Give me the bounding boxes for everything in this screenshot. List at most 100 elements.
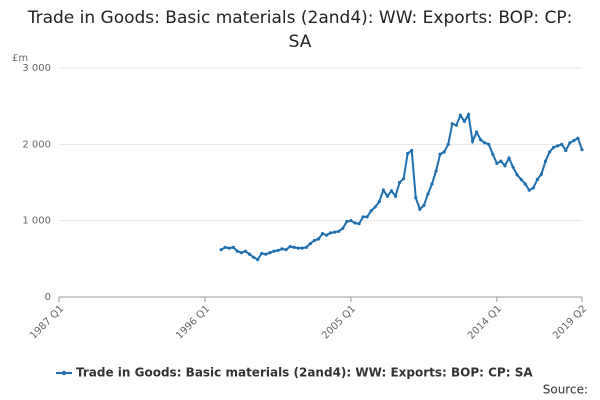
point [385,194,389,198]
point [349,219,353,223]
point [547,150,552,154]
point [223,245,227,249]
point [543,159,548,163]
legend-marker [61,370,67,376]
point [381,188,385,192]
point [479,138,483,142]
point [284,248,288,252]
source: Source: [543,383,588,397]
point [243,249,248,253]
x-tick-label: 2014 Q1 [466,303,504,341]
point [430,182,434,186]
point [247,252,252,256]
point [235,249,239,253]
legend-label: Trade in Goods: Basic materials (2and4):… [76,366,533,380]
point [361,215,365,219]
point [523,182,527,186]
point [483,141,487,145]
point [341,226,345,230]
point [410,148,414,153]
point [280,247,284,251]
point [474,130,479,134]
point [333,230,337,234]
point [580,148,584,152]
point [329,231,333,235]
point [264,252,268,256]
point [397,180,402,185]
x-tick-label: 1987 Q1 [28,303,66,341]
point [377,199,381,204]
y-unit: £m [12,53,28,64]
point [434,169,438,173]
point [308,241,312,246]
y-tick-label: 2 000 [22,139,51,150]
point [515,173,519,177]
point [442,150,446,154]
point [572,138,576,143]
point [316,237,321,241]
point [470,139,475,143]
point [552,145,556,149]
point [296,246,300,250]
point [450,122,454,126]
point [418,207,422,211]
point [260,251,264,256]
point [458,113,462,117]
point [422,203,426,207]
point [406,151,410,156]
point [414,196,418,200]
point [345,219,349,224]
point [462,119,467,124]
y-tick-label: 0 [45,292,51,303]
point [438,152,442,156]
point [511,165,515,169]
point [446,142,450,146]
point [402,177,406,181]
line [220,111,583,261]
point [357,222,361,226]
chart-title: Trade in Goods: Basic materials (2and4):… [27,8,573,52]
point [324,233,329,237]
point [539,172,544,176]
point [219,248,223,252]
x-tick-label: 2019 Q2 [551,303,589,341]
point [239,251,244,255]
point [491,152,495,156]
y-tick-label: 1 000 [22,216,51,227]
point [454,123,458,127]
point [304,245,308,249]
point [227,246,231,250]
point [231,245,235,249]
point [393,194,398,198]
point [507,156,511,160]
point [466,112,471,117]
x-tick-label: 1996 Q1 [174,303,212,341]
y-tick-label: 3 000 [22,63,51,74]
point [426,192,430,196]
point [256,257,260,262]
x-tick-label: 2005 Q1 [320,303,358,341]
point [300,246,304,250]
point [312,238,317,243]
point [503,164,507,168]
point [288,245,292,249]
point [556,144,560,148]
point [276,248,280,253]
point [499,159,503,163]
point [389,189,394,193]
point [527,188,531,192]
point [320,232,325,236]
point [487,142,491,146]
point [564,148,568,153]
point [272,249,276,253]
point [568,141,572,145]
point [365,215,369,219]
point [535,177,540,182]
point [369,209,373,213]
point [576,136,580,140]
point [353,221,357,225]
point [373,205,377,209]
point [519,177,523,182]
